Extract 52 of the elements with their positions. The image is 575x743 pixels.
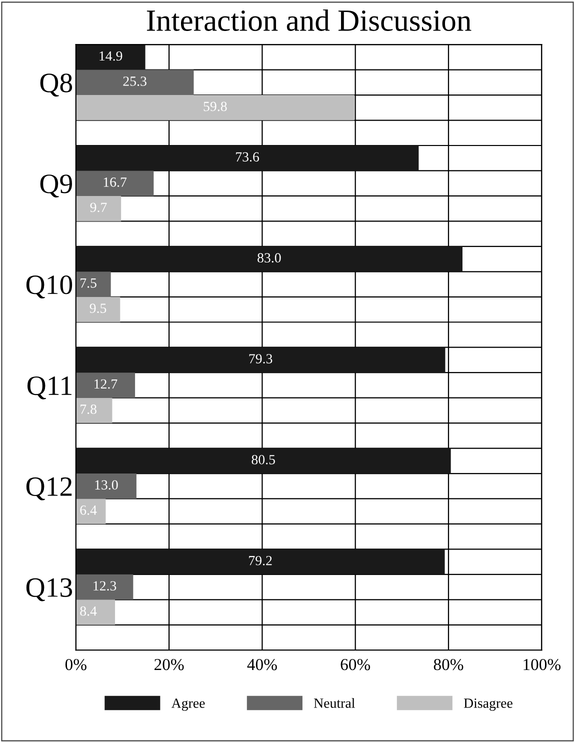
bar (76, 246, 462, 272)
bar (76, 474, 136, 499)
data-label: 16.7 (104, 177, 127, 187)
x-tick-label: 40% (247, 658, 277, 670)
bar (76, 574, 134, 600)
y-tick-label: Q9 (40, 174, 72, 198)
bar (76, 272, 111, 297)
data-label: 7.8 (80, 404, 96, 414)
data-label: 12.7 (94, 379, 118, 389)
data-label: 83.0 (258, 253, 281, 263)
data-label: 6.4 (80, 505, 97, 515)
bar (76, 600, 116, 625)
bar (76, 398, 112, 424)
x-tick-label: 100% (524, 658, 561, 670)
bar (76, 44, 146, 70)
x-tick-label: 80% (434, 658, 464, 670)
bar (76, 196, 122, 222)
chart-title: Interaction and Discussion (146, 9, 472, 31)
x-tick-label: 60% (340, 658, 370, 670)
bar (76, 448, 451, 474)
data-label: 79.3 (249, 354, 272, 364)
y-tick-label: Q8 (40, 74, 72, 97)
data-label: 9.7 (90, 202, 107, 212)
bar (76, 146, 419, 171)
data-label: 9.5 (90, 304, 106, 314)
y-tick-label: Q12 (26, 477, 72, 500)
bar (76, 347, 446, 373)
data-label: 13.0 (95, 480, 118, 490)
legend-label: Agree (171, 698, 205, 711)
data-label: 59.8 (204, 102, 227, 112)
data-label: 25.3 (123, 76, 146, 86)
bar (76, 498, 106, 524)
bar (76, 95, 354, 120)
data-label: 80.5 (252, 454, 275, 464)
bar (76, 549, 445, 574)
bar (76, 170, 154, 196)
bar (76, 296, 120, 322)
x-tick-label: 20% (154, 658, 184, 670)
x-tick-label: 0% (65, 658, 86, 670)
data-label: 8.4 (80, 606, 97, 616)
bar (76, 70, 194, 96)
data-label: 73.6 (236, 152, 260, 162)
data-label: 12.3 (94, 581, 116, 591)
data-label: 7.5 (80, 278, 96, 288)
y-tick-label: Q10 (26, 275, 72, 298)
legend-label: Disagree (464, 698, 512, 711)
data-label: 79.2 (249, 556, 272, 566)
y-tick-label: Q13 (26, 578, 72, 602)
legend-label: Neutral (314, 698, 355, 708)
y-tick-label: Q11 (27, 376, 72, 400)
data-label: 14.9 (100, 51, 122, 61)
bar (76, 372, 136, 398)
